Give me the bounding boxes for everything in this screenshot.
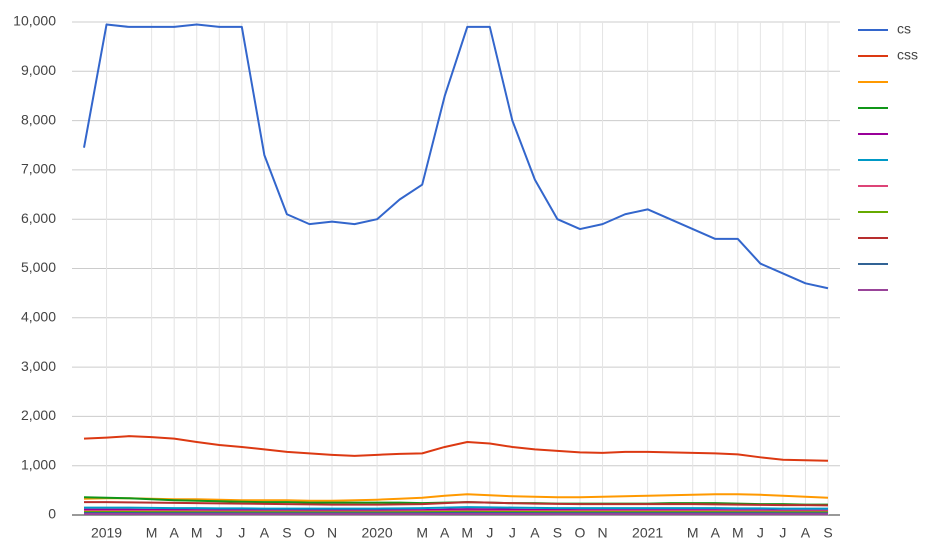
y-tick-label: 10,000 bbox=[13, 13, 56, 29]
y-tick-label: 8,000 bbox=[21, 111, 56, 127]
legend-label: css bbox=[897, 47, 918, 63]
series-line bbox=[83, 435, 829, 462]
series-line bbox=[83, 493, 829, 502]
x-tick-label: S bbox=[553, 525, 562, 541]
x-tick-label: A bbox=[711, 525, 721, 541]
series-line bbox=[84, 509, 828, 513]
series-line bbox=[84, 506, 828, 510]
x-tick-label: S bbox=[823, 525, 832, 541]
x-tick-label: S bbox=[282, 525, 291, 541]
x-tick-label: 2020 bbox=[362, 525, 393, 541]
x-tick-label: J bbox=[238, 525, 245, 541]
x-tick-label: O bbox=[304, 525, 315, 541]
x-tick-label: A bbox=[170, 525, 180, 541]
y-tick-label: 4,000 bbox=[21, 309, 56, 325]
series-line bbox=[83, 23, 829, 290]
y-tick-label: 1,000 bbox=[21, 456, 56, 472]
x-tick-label: M bbox=[732, 525, 744, 541]
y-tick-label: 0 bbox=[48, 506, 56, 522]
x-tick-label: J bbox=[486, 525, 493, 541]
x-tick-label: M bbox=[461, 525, 473, 541]
x-tick-label: N bbox=[327, 525, 337, 541]
x-tick-label: A bbox=[260, 525, 270, 541]
y-tick-label: 2,000 bbox=[21, 407, 56, 423]
x-tick-label: 2019 bbox=[91, 525, 122, 541]
y-tick-label: 6,000 bbox=[21, 210, 56, 226]
x-tick-label: M bbox=[146, 525, 158, 541]
x-tick-label: O bbox=[575, 525, 586, 541]
x-tick-label: M bbox=[191, 525, 203, 541]
x-tick-label: A bbox=[530, 525, 540, 541]
y-tick-label: 5,000 bbox=[21, 259, 56, 275]
x-tick-label: M bbox=[416, 525, 428, 541]
x-tick-label: N bbox=[597, 525, 607, 541]
x-tick-label: A bbox=[801, 525, 811, 541]
legend-label: cs bbox=[897, 21, 911, 37]
y-tick-label: 7,000 bbox=[21, 161, 56, 177]
x-tick-label: J bbox=[509, 525, 516, 541]
y-tick-label: 9,000 bbox=[21, 62, 56, 78]
x-tick-label: A bbox=[440, 525, 450, 541]
series-line bbox=[84, 501, 829, 507]
y-tick-label: 3,000 bbox=[21, 358, 56, 374]
x-tick-label: J bbox=[757, 525, 764, 541]
x-tick-label: 2021 bbox=[632, 525, 663, 541]
x-tick-label: M bbox=[687, 525, 699, 541]
x-tick-label: J bbox=[779, 525, 786, 541]
x-tick-label: J bbox=[216, 525, 223, 541]
